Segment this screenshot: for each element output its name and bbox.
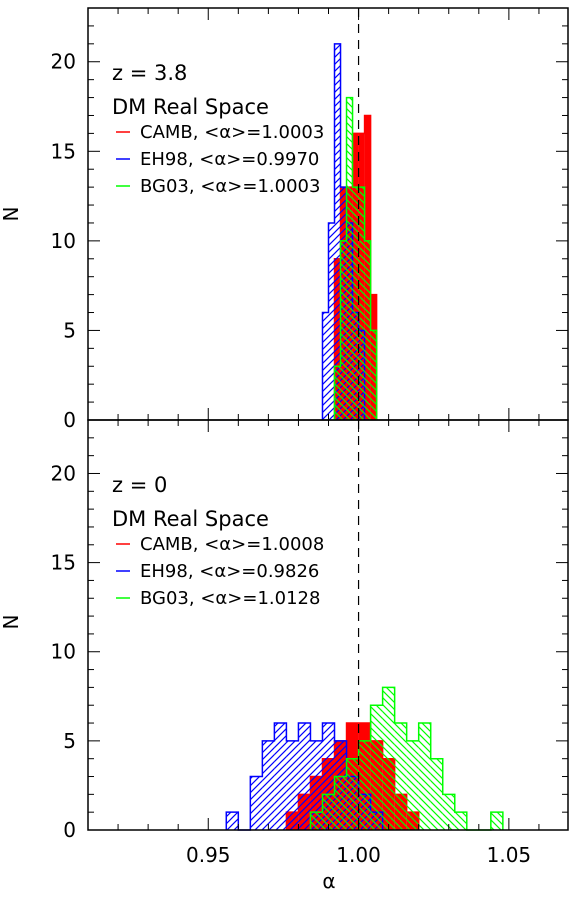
bottom-bg03-bar xyxy=(406,740,419,830)
bottom-bg03-bar xyxy=(490,812,503,830)
bottom-y-tick-label: 5 xyxy=(63,729,76,753)
top-bg03-bar xyxy=(364,240,371,420)
bottom-x-tick-label: 1.05 xyxy=(487,843,532,867)
bottom-eh98-bar xyxy=(250,776,263,830)
top-annotation-line: DM Real Space xyxy=(112,95,269,119)
top-bg03-bar xyxy=(358,187,365,420)
top-y-tick-label: 0 xyxy=(63,408,76,432)
top-legend-label-bg03: BG03, <α>=1.0003 xyxy=(140,176,320,197)
bottom-bg03-bar xyxy=(442,794,455,830)
top-bg03-bar xyxy=(370,330,377,420)
bottom-bg03-bar xyxy=(394,723,407,830)
bottom-x-tick-label: 0.95 xyxy=(186,843,231,867)
bottom-legend-label-bg03: BG03, <α>=1.0128 xyxy=(140,588,320,609)
bottom-y-tick-label: 15 xyxy=(51,551,76,575)
bottom-eh98-bar xyxy=(262,740,275,830)
top-legend-label-camb: CAMB, <α>=1.0003 xyxy=(140,122,324,143)
bottom-bg03-outline xyxy=(309,686,504,831)
bottom-annotation-line: DM Real Space xyxy=(112,507,269,531)
top-eh98-bar xyxy=(334,43,341,421)
top-bg03-outline xyxy=(333,96,378,420)
bottom-bg03-bar xyxy=(334,776,347,830)
bottom-annotation-line: z = 0 xyxy=(112,473,167,497)
top-y-tick-label: 5 xyxy=(63,318,76,342)
top-bg03-bar xyxy=(340,240,347,420)
top-bg03-bar xyxy=(334,366,341,420)
top-y-tick-label: 20 xyxy=(51,50,76,74)
bottom-legend-label-eh98: EH98, <α>=0.9826 xyxy=(140,561,319,582)
bottom-bg03-bar xyxy=(382,687,395,830)
bottom-bg03-bar xyxy=(310,812,323,830)
bottom-bg03-bar xyxy=(322,794,335,830)
y-axis-title-bottom: N xyxy=(0,615,23,630)
bottom-bg03-bar xyxy=(358,740,371,830)
bottom-panel: 0 5 10 15 20 0.95 1.00 1.05 z = 0 DM Real Space CA… xyxy=(51,419,569,867)
bottom-bg03-bar xyxy=(418,723,431,830)
x-axis-title: α xyxy=(322,869,335,893)
bottom-eh98-bar xyxy=(286,740,299,830)
bottom-y-tick-label: 0 xyxy=(63,818,76,842)
bottom-y-tick-label: 20 xyxy=(51,461,76,485)
bottom-bg03-bar xyxy=(370,705,383,830)
bottom-bg03-bar xyxy=(346,758,359,830)
bottom-eh98-bar xyxy=(226,812,239,830)
top-y-tick-label: 10 xyxy=(51,229,76,253)
bottom-legend-label-camb: CAMB, <α>=1.0008 xyxy=(140,534,324,555)
bottom-eh98-bar xyxy=(298,723,311,830)
top-bg03-bar xyxy=(346,97,353,420)
y-axis-title-top: N xyxy=(0,207,23,222)
bottom-bg03-bar xyxy=(430,758,443,830)
bottom-y-tick-label: 10 xyxy=(51,640,76,664)
top-bg03-bar xyxy=(352,187,359,420)
top-y-tick-label: 15 xyxy=(51,139,76,163)
top-eh98-bar xyxy=(322,312,329,420)
top-panel: 0 5 10 15 20 z = 3.8 DM Real Space CAMB, <α>=1.… xyxy=(51,7,569,432)
top-eh98-bar xyxy=(328,222,335,420)
bottom-x-tick-label: 1.00 xyxy=(336,843,381,867)
bottom-eh98-bar xyxy=(310,740,323,830)
top-annotation-line: z = 3.8 xyxy=(112,61,187,85)
top-legend-label-eh98: EH98, <α>=0.9970 xyxy=(140,149,319,170)
bottom-bg03-bar xyxy=(454,812,467,830)
bottom-eh98-bar xyxy=(274,723,287,830)
